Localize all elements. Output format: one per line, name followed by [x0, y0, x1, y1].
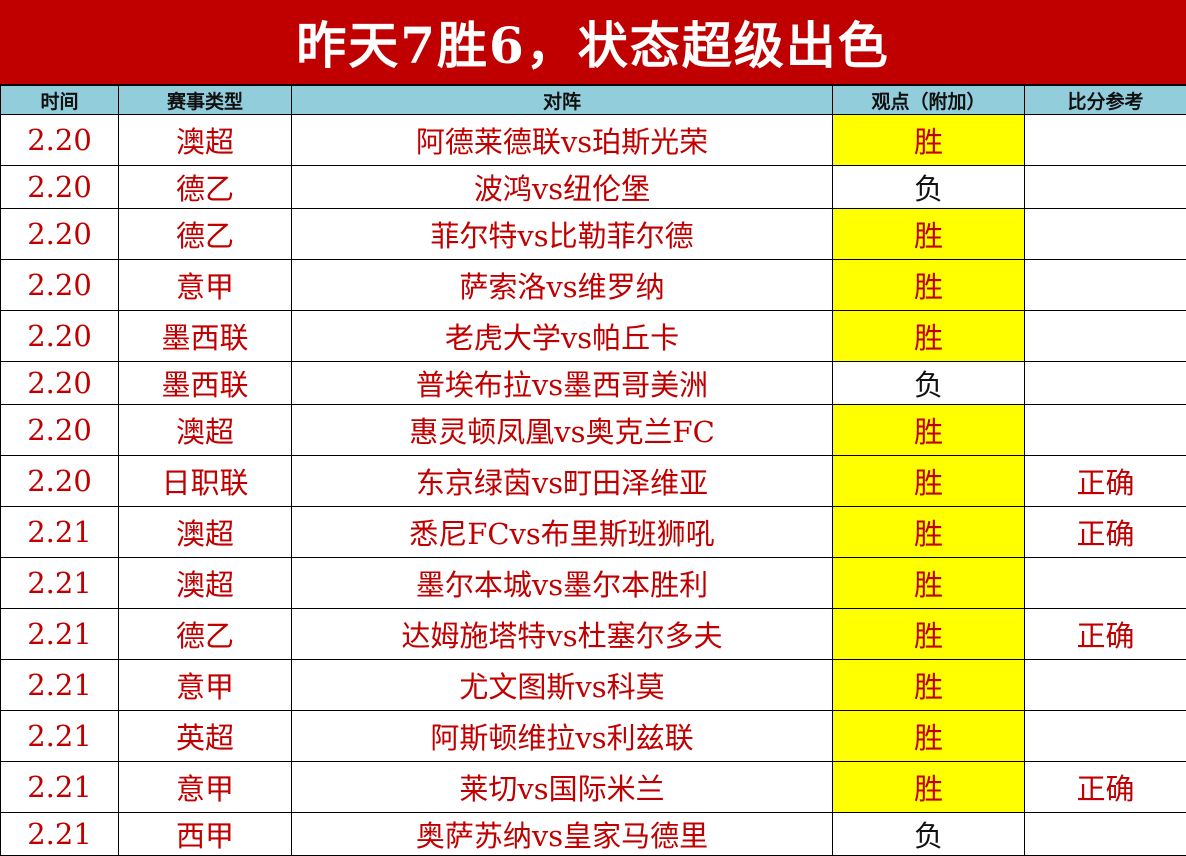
match-cell: 东京绿茵vs町田泽维亚 — [292, 456, 833, 507]
pick-cell: 胜 — [833, 209, 1025, 260]
match-cell: 莱切vs国际米兰 — [292, 762, 833, 813]
match-cell: 菲尔特vs比勒菲尔德 — [292, 209, 833, 260]
date-cell: 2.20 — [1, 209, 119, 260]
match-cell: 墨尔本城vs墨尔本胜利 — [292, 558, 833, 609]
league-cell: 澳超 — [119, 507, 292, 558]
score-cell: 正确 — [1025, 762, 1186, 813]
league-cell: 西甲 — [119, 813, 292, 856]
score-cell — [1025, 362, 1186, 405]
match-cell: 萨索洛vs维罗纳 — [292, 260, 833, 311]
league-cell: 英超 — [119, 711, 292, 762]
pick-cell: 胜 — [833, 660, 1025, 711]
league-cell: 澳超 — [119, 558, 292, 609]
match-cell: 波鸿vs纽伦堡 — [292, 166, 833, 209]
pick-cell: 胜 — [833, 260, 1025, 311]
score-cell — [1025, 813, 1186, 856]
score-cell — [1025, 115, 1186, 166]
date-cell: 2.21 — [1, 507, 119, 558]
score-cell — [1025, 405, 1186, 456]
match-cell: 老虎大学vs帕丘卡 — [292, 311, 833, 362]
column-header-score: 比分参考 — [1025, 86, 1186, 115]
score-cell — [1025, 711, 1186, 762]
pick-cell: 胜 — [833, 115, 1025, 166]
match-cell: 达姆施塔特vs杜塞尔多夫 — [292, 609, 833, 660]
date-cell: 2.21 — [1, 558, 119, 609]
pick-cell: 胜 — [833, 507, 1025, 558]
pick-cell: 胜 — [833, 609, 1025, 660]
league-cell: 德乙 — [119, 166, 292, 209]
match-cell: 惠灵顿凤凰vs奥克兰FC — [292, 405, 833, 456]
pick-cell: 胜 — [833, 311, 1025, 362]
match-cell: 阿德莱德联vs珀斯光荣 — [292, 115, 833, 166]
match-cell: 奥萨苏纳vs皇家马德里 — [292, 813, 833, 856]
date-cell: 2.20 — [1, 311, 119, 362]
score-cell — [1025, 166, 1186, 209]
date-cell: 2.21 — [1, 762, 119, 813]
date-cell: 2.21 — [1, 609, 119, 660]
pick-cell: 负 — [833, 813, 1025, 856]
pick-cell: 胜 — [833, 456, 1025, 507]
score-cell — [1025, 260, 1186, 311]
pick-cell: 负 — [833, 362, 1025, 405]
date-cell: 2.20 — [1, 115, 119, 166]
pick-cell: 胜 — [833, 711, 1025, 762]
date-cell: 2.20 — [1, 260, 119, 311]
match-cell: 悉尼FCvs布里斯班狮吼 — [292, 507, 833, 558]
league-cell: 澳超 — [119, 405, 292, 456]
league-cell: 意甲 — [119, 260, 292, 311]
header-row: 时间 赛事类型 对阵 观点（附加） 比分参考 — [1, 86, 1186, 115]
date-cell: 2.21 — [1, 711, 119, 762]
score-cell: 正确 — [1025, 507, 1186, 558]
score-cell — [1025, 660, 1186, 711]
score-cell — [1025, 311, 1186, 362]
date-cell: 2.20 — [1, 405, 119, 456]
page-title: 昨天7胜6，状态超级出色 — [0, 0, 1186, 85]
score-cell — [1025, 209, 1186, 260]
score-cell — [1025, 558, 1186, 609]
match-cell: 普埃布拉vs墨西哥美洲 — [292, 362, 833, 405]
league-cell: 德乙 — [119, 609, 292, 660]
league-cell: 日职联 — [119, 456, 292, 507]
league-cell: 澳超 — [119, 115, 292, 166]
league-cell: 意甲 — [119, 762, 292, 813]
score-cell: 正确 — [1025, 609, 1186, 660]
date-cell: 2.21 — [1, 660, 119, 711]
date-cell: 2.21 — [1, 813, 119, 856]
pick-cell: 胜 — [833, 558, 1025, 609]
date-cell: 2.20 — [1, 362, 119, 405]
league-cell: 德乙 — [119, 209, 292, 260]
score-cell: 正确 — [1025, 456, 1186, 507]
date-cell: 2.20 — [1, 166, 119, 209]
league-cell: 墨西联 — [119, 311, 292, 362]
date-cell: 2.20 — [1, 456, 119, 507]
league-cell: 意甲 — [119, 660, 292, 711]
pick-cell: 胜 — [833, 405, 1025, 456]
column-header-league: 赛事类型 — [119, 86, 292, 115]
column-header-pick: 观点（附加） — [833, 86, 1025, 115]
league-cell: 墨西联 — [119, 362, 292, 405]
match-cell: 阿斯顿维拉vs利兹联 — [292, 711, 833, 762]
column-header-match: 对阵 — [292, 86, 833, 115]
match-cell: 尤文图斯vs科莫 — [292, 660, 833, 711]
pick-cell: 负 — [833, 166, 1025, 209]
column-header-date: 时间 — [1, 86, 119, 115]
pick-cell: 胜 — [833, 762, 1025, 813]
